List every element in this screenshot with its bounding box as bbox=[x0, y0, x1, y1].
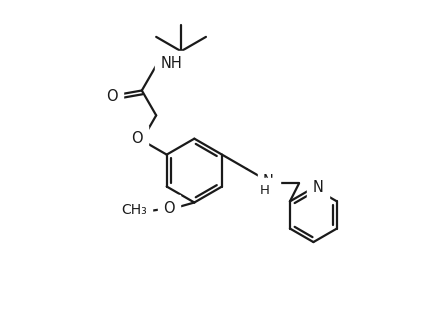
Text: CH₃: CH₃ bbox=[121, 203, 147, 217]
Text: H: H bbox=[259, 184, 269, 197]
Text: O: O bbox=[131, 131, 142, 147]
Text: O: O bbox=[106, 89, 117, 104]
Text: N: N bbox=[262, 174, 273, 189]
Text: NH: NH bbox=[160, 56, 181, 71]
Text: O: O bbox=[163, 201, 174, 216]
Text: N: N bbox=[312, 180, 322, 195]
